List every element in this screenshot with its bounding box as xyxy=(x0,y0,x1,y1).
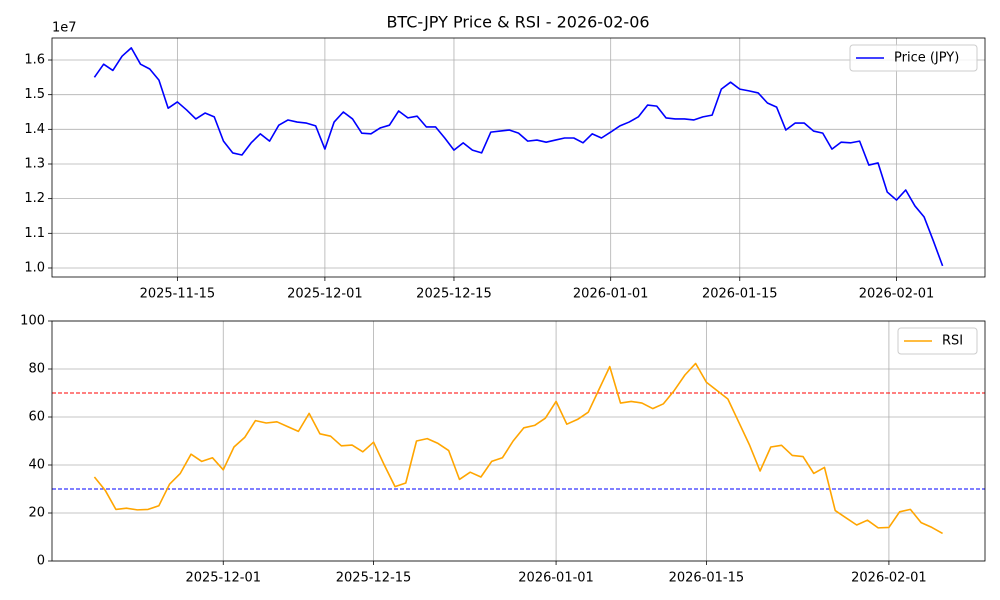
x-tick-label: 2025-12-01 xyxy=(185,571,261,586)
x-tick-label: 2026-01-01 xyxy=(573,287,649,302)
y-tick-label: 1.5 xyxy=(24,87,45,102)
y-tick-label: 1.2 xyxy=(24,191,45,206)
y-tick-label: 20 xyxy=(28,506,45,521)
plot-frame xyxy=(51,320,986,562)
y-tick-label: 1.6 xyxy=(24,53,45,68)
plot-frame xyxy=(51,37,986,278)
x-tick-label: 2026-02-01 xyxy=(859,287,935,302)
y-tick-label: 60 xyxy=(28,410,45,425)
x-tick-label: 2026-01-15 xyxy=(702,287,778,302)
y-tick-label: 40 xyxy=(28,458,45,473)
y-offset-label: 1e7 xyxy=(52,21,77,36)
x-tick-label: 2026-01-01 xyxy=(518,571,594,586)
y-tick-label: 1.1 xyxy=(24,226,45,241)
y-tick-label: 1.4 xyxy=(24,122,45,137)
y-tick-label: 1.3 xyxy=(24,156,45,171)
legend-label: RSI xyxy=(942,334,963,349)
legend-label: Price (JPY) xyxy=(894,51,959,66)
price-line xyxy=(93,362,943,535)
y-tick-label: 0 xyxy=(37,554,45,569)
y-tick-label: 80 xyxy=(28,362,45,377)
y-tick-label: 100 xyxy=(20,314,45,329)
x-tick-label: 2026-02-01 xyxy=(851,571,927,586)
y-tick-label: 1.0 xyxy=(24,260,45,275)
x-tick-label: 2025-12-01 xyxy=(287,287,363,302)
legend-box xyxy=(849,44,978,72)
legend-box xyxy=(897,327,978,355)
price-line xyxy=(93,47,944,267)
x-tick-label: 2026-01-15 xyxy=(669,571,745,586)
x-tick-label: 2025-12-15 xyxy=(416,287,492,302)
x-tick-label: 2025-11-15 xyxy=(140,287,216,302)
chart-title: BTC-JPY Price & RSI - 2026-02-06 xyxy=(386,13,649,32)
x-tick-label: 2025-12-15 xyxy=(336,571,412,586)
